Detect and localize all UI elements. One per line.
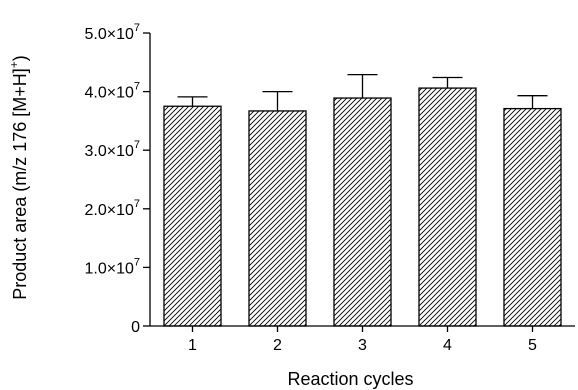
labels-layer: 1 2 3 4 5 0 1.0×107 2.0×107 3.0×107 4.0×107 5.0×10… [7, 22, 537, 389]
y-tick-label-1: 1.0×107 [84, 256, 140, 277]
bar-3 [333, 97, 392, 327]
bar-4 [418, 87, 477, 327]
axes-layer [143, 32, 575, 332]
y-tick-label-2: 2.0×107 [84, 198, 140, 219]
bars-layer [163, 87, 562, 327]
error-bars-layer [177, 73, 548, 111]
y-tick-label-3: 3.0×107 [84, 139, 140, 160]
y-axis-title: Product area (m/z 176 [M+H]+) [7, 55, 30, 300]
x-tick-label-3: 3 [358, 337, 367, 354]
bar-5 [503, 107, 562, 327]
x-tick-label-2: 2 [273, 337, 282, 354]
x-tick-label-5: 5 [528, 337, 537, 354]
y-tick-label-0: 0 [131, 319, 140, 336]
y-tick-label-4: 4.0×107 [84, 81, 140, 102]
x-axis-title: Reaction cycles [287, 369, 413, 389]
bar-1 [163, 105, 222, 327]
bar-2 [248, 110, 307, 327]
y-tick-label-5: 5.0×107 [84, 22, 140, 43]
x-tick-label-1: 1 [188, 337, 197, 354]
x-tick-label-4: 4 [443, 337, 452, 354]
